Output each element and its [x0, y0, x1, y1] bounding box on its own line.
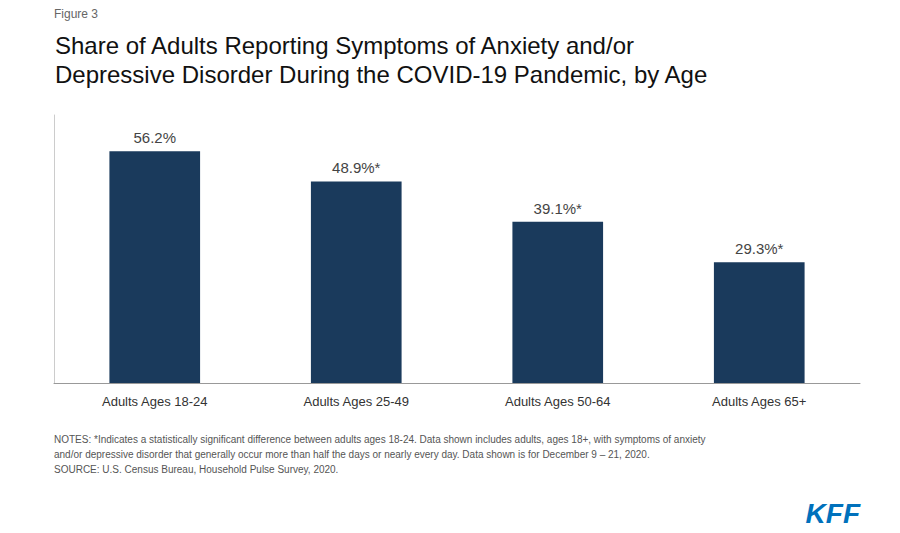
svg-text:SOURCE: U.S. Census Bureau, Ho: SOURCE: U.S. Census Bureau, Household Pu… — [54, 464, 338, 475]
svg-text:56.2%: 56.2% — [133, 129, 176, 146]
svg-text:Adults Ages 18-24: Adults Ages 18-24 — [102, 394, 208, 409]
svg-text:48.9%*: 48.9%* — [332, 159, 381, 176]
svg-text:and/or depressive disorder tha: and/or depressive disorder that generall… — [54, 449, 650, 460]
svg-text:Adults Ages 50-64: Adults Ages 50-64 — [505, 394, 611, 409]
svg-text:Depressive Disorder During the: Depressive Disorder During the COVID-19 … — [55, 61, 707, 88]
svg-text:Figure 3: Figure 3 — [54, 7, 98, 21]
svg-text:Adults Ages 65+: Adults Ages 65+ — [712, 394, 806, 409]
svg-text:KFF: KFF — [806, 498, 861, 529]
svg-text:29.3%*: 29.3%* — [735, 240, 784, 257]
svg-text:NOTES: *Indicates a statistica: NOTES: *Indicates a statistically signif… — [54, 434, 706, 445]
svg-text:Adults Ages 25-49: Adults Ages 25-49 — [303, 394, 409, 409]
svg-text:Share of Adults Reporting Symp: Share of Adults Reporting Symptoms of An… — [55, 32, 634, 59]
svg-text:39.1%*: 39.1%* — [534, 200, 583, 217]
